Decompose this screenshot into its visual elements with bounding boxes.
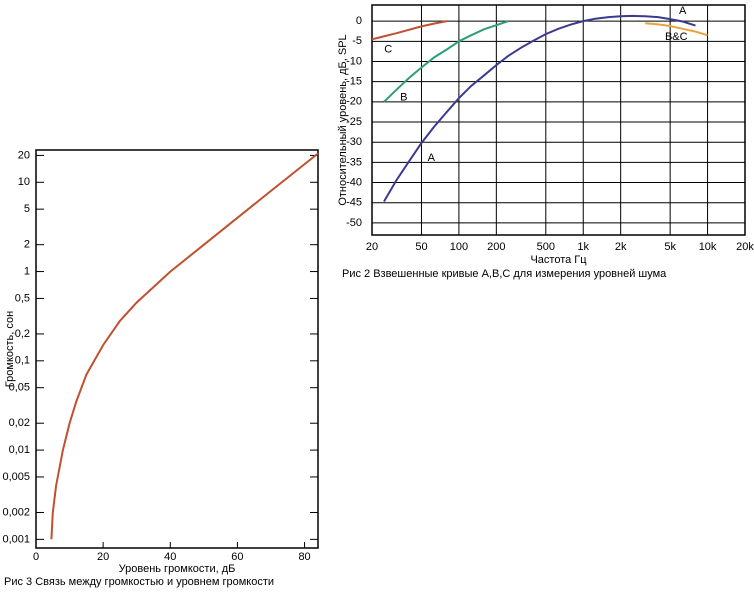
x-tick-label: 40: [164, 551, 176, 563]
x-tick-label: 50: [415, 241, 427, 253]
x-tick-label: 20: [97, 551, 109, 563]
y-tick-label: 10: [18, 176, 30, 188]
y-tick-label: -10: [346, 55, 362, 67]
curve: [50, 152, 319, 540]
y-tick-label: 0,5: [15, 292, 30, 304]
y-axis-title: Громкость, сон: [4, 311, 16, 387]
x-tick-label: 80: [298, 551, 310, 563]
x-tick-label: 100: [450, 241, 468, 253]
curve: [383, 14, 696, 203]
caption: Рис 2 Взвешенные кривые А,В,С для измере…: [342, 268, 667, 280]
y-tick-label: -40: [346, 176, 362, 188]
y-tick-label: 5: [24, 203, 30, 215]
y-axis-title: Относительный уровень, дБ, SPL: [337, 34, 349, 205]
annotation: B: [400, 92, 407, 104]
caption: Рис 3 Связь между громкостью и уровнем г…: [4, 576, 274, 588]
x-tick-label: 20: [366, 241, 378, 253]
y-tick-label: 0,2: [15, 328, 30, 340]
y-tick-label: -30: [346, 136, 362, 148]
annotation: A: [679, 5, 687, 17]
y-tick-label: 1: [24, 265, 30, 277]
y-tick-label: 0,002: [2, 506, 30, 518]
y-tick-label: 2: [24, 239, 30, 251]
y-tick-label: 0,02: [9, 417, 30, 429]
x-tick-label: 5k: [664, 241, 676, 253]
x-axis-title: Уровень громкости, дБ: [119, 563, 236, 575]
x-tick-label: 500: [537, 241, 555, 253]
curve: [371, 20, 448, 41]
annotation: B&C: [665, 31, 688, 43]
y-tick-label: 0,001: [2, 533, 30, 545]
y-tick-label: 0,005: [2, 471, 30, 483]
annotation: A: [428, 152, 436, 164]
y-tick-label: -50: [346, 217, 362, 229]
y-tick-label: 0,05: [9, 382, 30, 394]
x-tick-label: 2k: [615, 241, 627, 253]
y-tick-label: -15: [346, 76, 362, 88]
y-tick-label: -20: [346, 96, 362, 108]
y-tick-label: -25: [346, 116, 362, 128]
y-tick-label: 0,1: [15, 355, 30, 367]
y-tick-label: -5: [352, 35, 362, 47]
plot-frame: [371, 4, 746, 236]
annotation: C: [384, 43, 392, 55]
x-tick-label: 60: [231, 551, 243, 563]
x-tick-label: 0: [33, 551, 39, 563]
y-tick-label: 20: [18, 149, 30, 161]
x-tick-label: 10k: [699, 241, 717, 253]
y-tick-label: -45: [346, 197, 362, 209]
y-tick-label: 0: [356, 15, 362, 27]
x-tick-label: 1k: [577, 241, 589, 253]
y-tick-label: 0,01: [9, 444, 30, 456]
x-tick-label: 20k: [736, 241, 754, 253]
curve: [383, 20, 509, 103]
plot-frame: [35, 149, 319, 549]
x-tick-label: 200: [487, 241, 505, 253]
x-axis-title: Частота Гц: [530, 254, 587, 266]
curve: [645, 22, 708, 37]
y-tick-label: -35: [346, 156, 362, 168]
